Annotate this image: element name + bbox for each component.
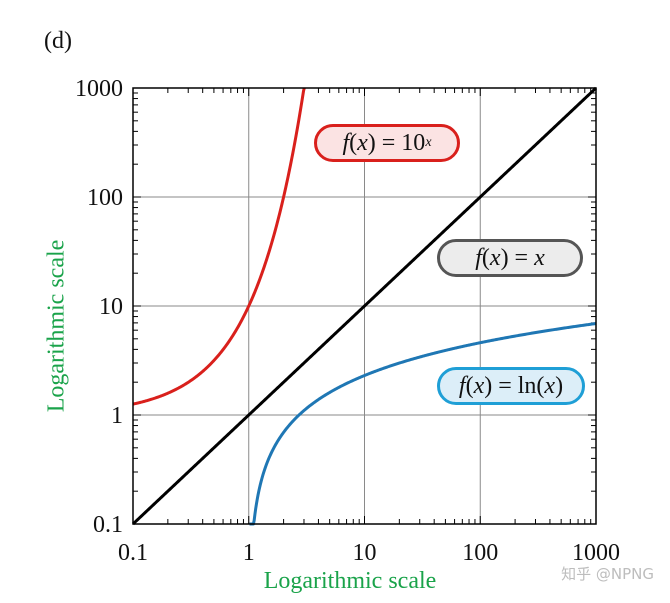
legend-badge-linear: f(x) = x bbox=[437, 239, 583, 277]
y-tick-label: 100 bbox=[87, 185, 123, 211]
plot-frame bbox=[132, 87, 597, 525]
series-line-exp10 bbox=[132, 87, 306, 406]
badge-lin-f: f bbox=[475, 244, 482, 271]
badge-log-arg: x bbox=[544, 372, 556, 399]
y-tick-label: 1 bbox=[111, 403, 123, 429]
badge-exp-sup: x bbox=[425, 135, 432, 150]
legend-badge-exp: f(x) = 10 x bbox=[314, 124, 460, 162]
badge-exp-x: x bbox=[357, 129, 368, 156]
badge-exp-f: f bbox=[342, 129, 350, 156]
badge-lin-x: x bbox=[489, 244, 501, 271]
y-tick-label: 1000 bbox=[75, 76, 123, 102]
badge-log-eq: ) = ln( bbox=[484, 372, 545, 399]
badge-log-f: f bbox=[458, 372, 466, 399]
y-tick-label: 0.1 bbox=[93, 512, 123, 538]
x-tick-label: 1000 bbox=[572, 540, 620, 566]
badge-log-x: x bbox=[473, 372, 485, 399]
panel-label: (d) bbox=[44, 28, 72, 54]
y-axis-label: Logarithmic scale bbox=[43, 239, 70, 413]
x-tick-label: 0.1 bbox=[118, 540, 148, 566]
x-tick-label: 1 bbox=[243, 540, 255, 566]
legend-badge-ln: f(x) = ln(x) bbox=[437, 367, 585, 405]
watermark: 知乎 @NPNG bbox=[561, 565, 654, 583]
badge-lin-rhs: x bbox=[534, 244, 545, 271]
x-tick-label: 10 bbox=[353, 540, 377, 566]
y-tick-label: 10 bbox=[99, 294, 123, 320]
badge-exp-eq: ) = 10 bbox=[367, 129, 426, 156]
badge-log-close: ) bbox=[555, 372, 564, 399]
series-line-ln bbox=[248, 322, 597, 526]
x-tick-label: 100 bbox=[462, 540, 498, 566]
series-line-identity bbox=[131, 86, 598, 526]
x-axis-label: Logarithmic scale bbox=[263, 568, 437, 594]
badge-lin-eq: ) = bbox=[500, 244, 529, 271]
